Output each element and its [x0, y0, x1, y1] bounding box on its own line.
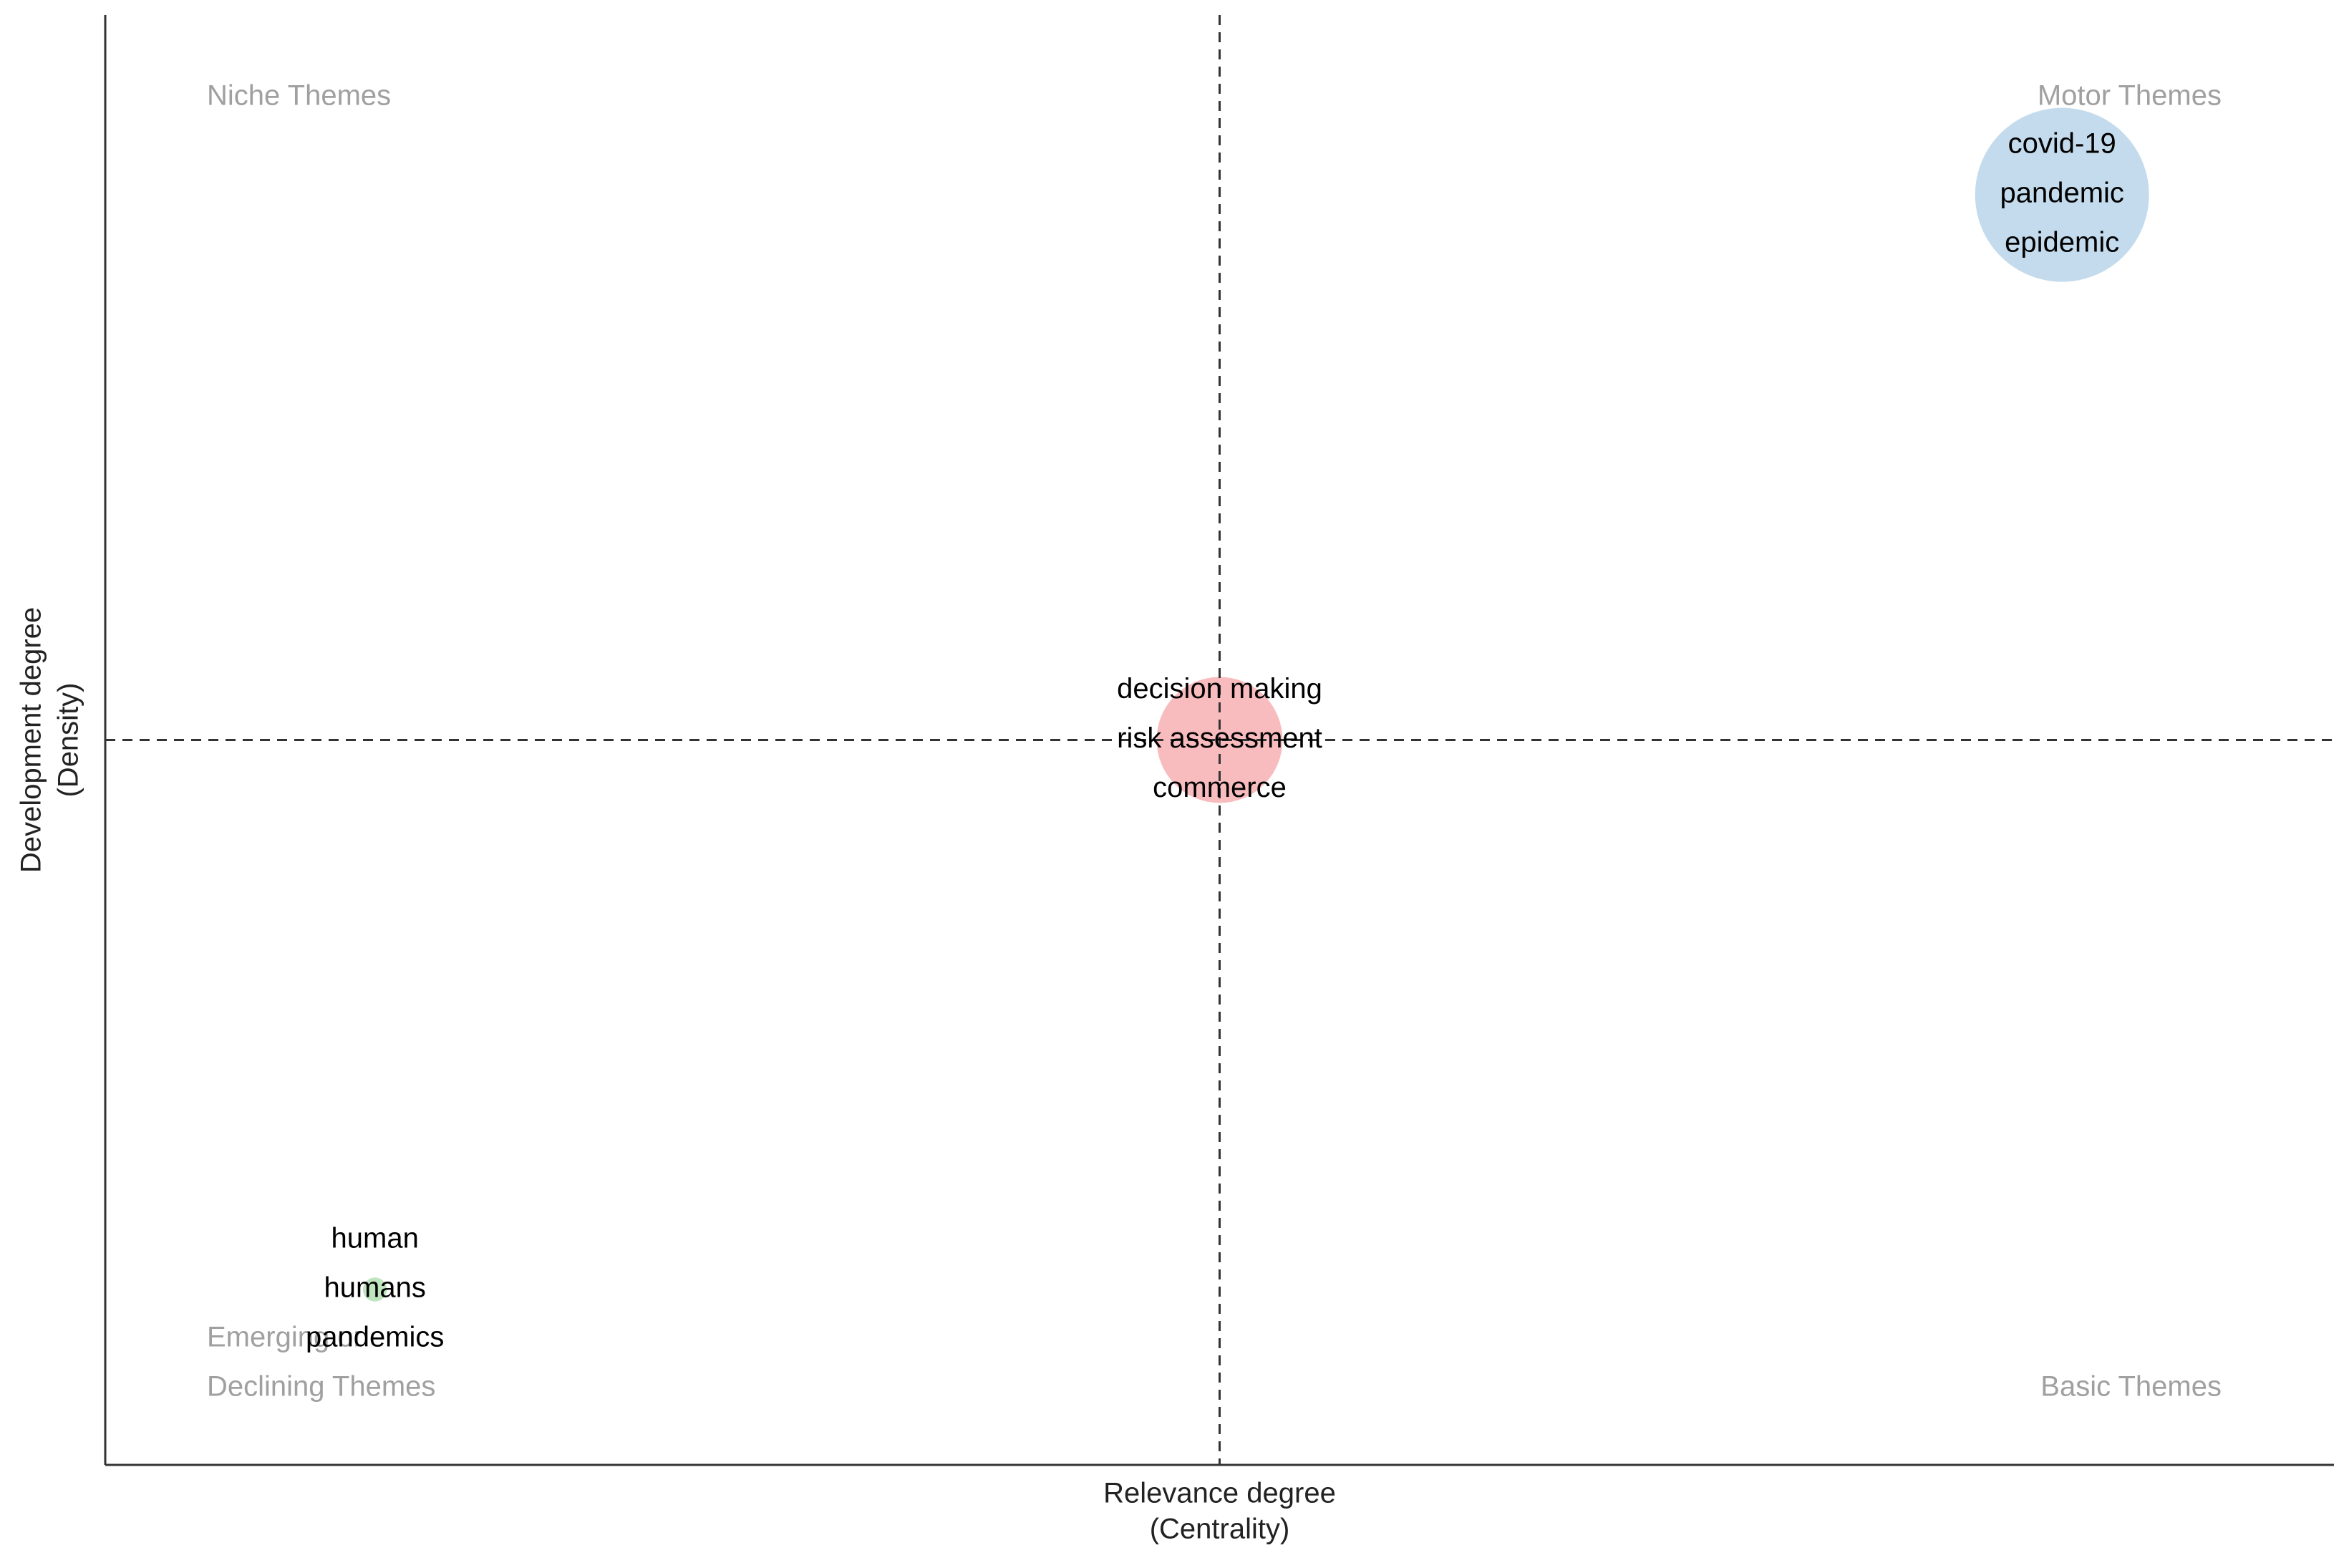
point-label: epidemic — [2005, 227, 2119, 258]
quadrant-label: Basic Themes — [2040, 1371, 2222, 1403]
quadrant-label: Niche Themes — [207, 80, 391, 112]
point-label: humans — [324, 1272, 426, 1304]
quadrant-label: Emerging or — [207, 1322, 363, 1353]
x-axis-label: (Centrality) — [1150, 1514, 1290, 1545]
point-label: risk assessment — [1117, 722, 1322, 754]
quadrant-label: Declining Themes — [207, 1371, 435, 1403]
point-label: covid-19 — [2008, 128, 2116, 160]
quadrant-label: Motor Themes — [2038, 80, 2222, 112]
x-axis-label: Relevance degree — [1103, 1478, 1336, 1509]
point-label: decision making — [1117, 673, 1322, 705]
y-axis-label: (Density) — [53, 682, 84, 797]
point-label: human — [331, 1223, 419, 1254]
y-axis-label: Development degree — [16, 607, 47, 873]
bubble — [362, 1277, 387, 1302]
bubble — [1975, 107, 2149, 282]
point-label: pandemic — [2000, 178, 2123, 209]
point-label: commerce — [1153, 772, 1287, 803]
point-label: pandemics — [306, 1322, 444, 1353]
